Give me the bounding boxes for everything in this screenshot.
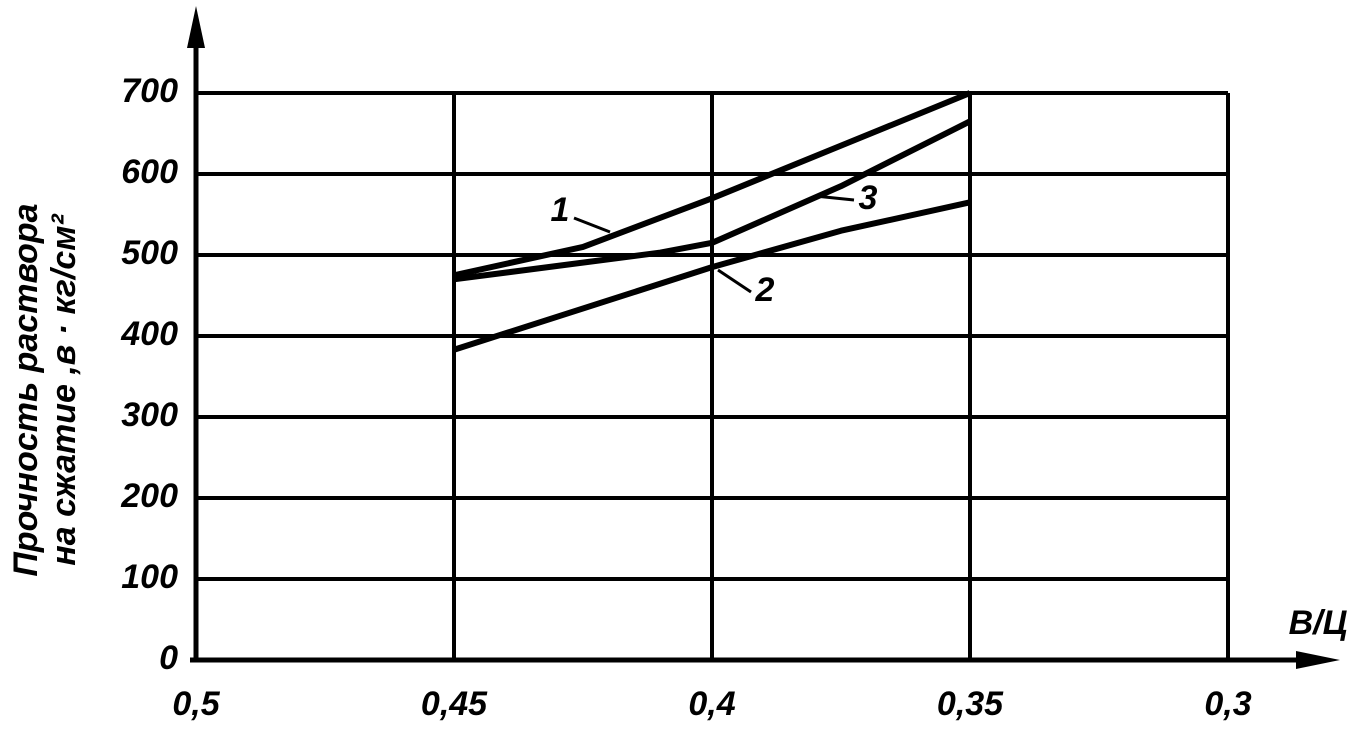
y-tick-label: 400	[120, 315, 178, 353]
series-label: 3	[859, 179, 878, 217]
x-tick-label: 0,3	[1204, 685, 1251, 723]
y-tick-label: 200	[120, 477, 178, 515]
label-leader	[573, 216, 611, 234]
x-tick-label: 0,45	[421, 685, 488, 723]
series-line	[453, 199, 971, 353]
x-arrow	[1296, 651, 1340, 669]
x-tick-label: 0,35	[937, 685, 1004, 723]
x-tick-label: 0,5	[172, 685, 220, 723]
y-tick-label: 100	[121, 558, 178, 596]
y-tick-label: 600	[121, 153, 178, 191]
series-line	[453, 90, 972, 279]
y-axis-label: Прочность раствора	[7, 203, 45, 576]
x-axis-label: В/Ц	[1289, 604, 1348, 642]
y-tick-label: 500	[121, 234, 178, 272]
label-leader	[717, 268, 752, 294]
series-label: 1	[551, 191, 570, 229]
y-tick-label: 0	[159, 639, 178, 677]
label-leader	[814, 194, 855, 202]
y-axis-label: на сжатие ,в · кг/см²	[45, 213, 83, 566]
y-tick-label: 700	[121, 72, 178, 110]
y-arrow	[187, 6, 205, 48]
series-label: 2	[755, 271, 775, 309]
x-tick-label: 0,4	[688, 685, 735, 723]
series-line	[453, 118, 972, 283]
y-tick-label: 300	[121, 396, 178, 434]
